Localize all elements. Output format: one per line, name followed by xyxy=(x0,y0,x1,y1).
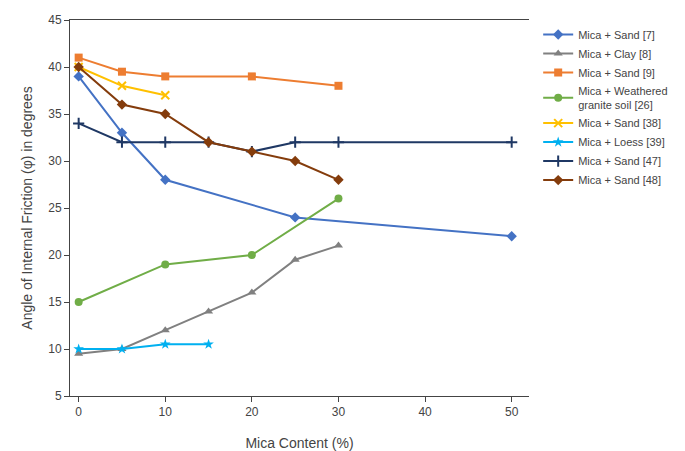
svg-text:40: 40 xyxy=(418,405,432,419)
svg-text:Mica + Sand [47]: Mica + Sand [47] xyxy=(578,155,661,167)
svg-text:15: 15 xyxy=(48,295,62,309)
svg-text:30: 30 xyxy=(332,405,346,419)
svg-text:Mica Content (%): Mica Content (%) xyxy=(245,435,353,451)
svg-text:40: 40 xyxy=(48,60,62,74)
svg-text:10: 10 xyxy=(159,405,173,419)
svg-text:Angle of Internal Friction (φ): Angle of Internal Friction (φ) in degree… xyxy=(19,86,35,329)
svg-text:Mica + Clay [8]: Mica + Clay [8] xyxy=(578,48,651,60)
svg-text:35: 35 xyxy=(48,107,62,121)
svg-text:10: 10 xyxy=(48,342,62,356)
svg-text:25: 25 xyxy=(48,201,62,215)
svg-text:Mica + Weatheredgranite soil [: Mica + Weatheredgranite soil [26] xyxy=(578,85,667,111)
svg-text:50: 50 xyxy=(505,405,519,419)
svg-text:Mica + Sand [7]: Mica + Sand [7] xyxy=(578,29,655,41)
svg-text:Mica + Sand [9]: Mica + Sand [9] xyxy=(578,67,655,79)
svg-text:Mica + Loess [39]: Mica + Loess [39] xyxy=(578,136,665,148)
svg-text:20: 20 xyxy=(48,248,62,262)
svg-text:Mica + Sand [38]: Mica + Sand [38] xyxy=(578,117,661,129)
svg-text:45: 45 xyxy=(48,13,62,27)
svg-text:20: 20 xyxy=(245,405,259,419)
svg-text:Mica + Sand [48]: Mica + Sand [48] xyxy=(578,174,661,186)
svg-text:0: 0 xyxy=(75,405,82,419)
svg-text:30: 30 xyxy=(48,154,62,168)
svg-text:5: 5 xyxy=(55,389,62,403)
